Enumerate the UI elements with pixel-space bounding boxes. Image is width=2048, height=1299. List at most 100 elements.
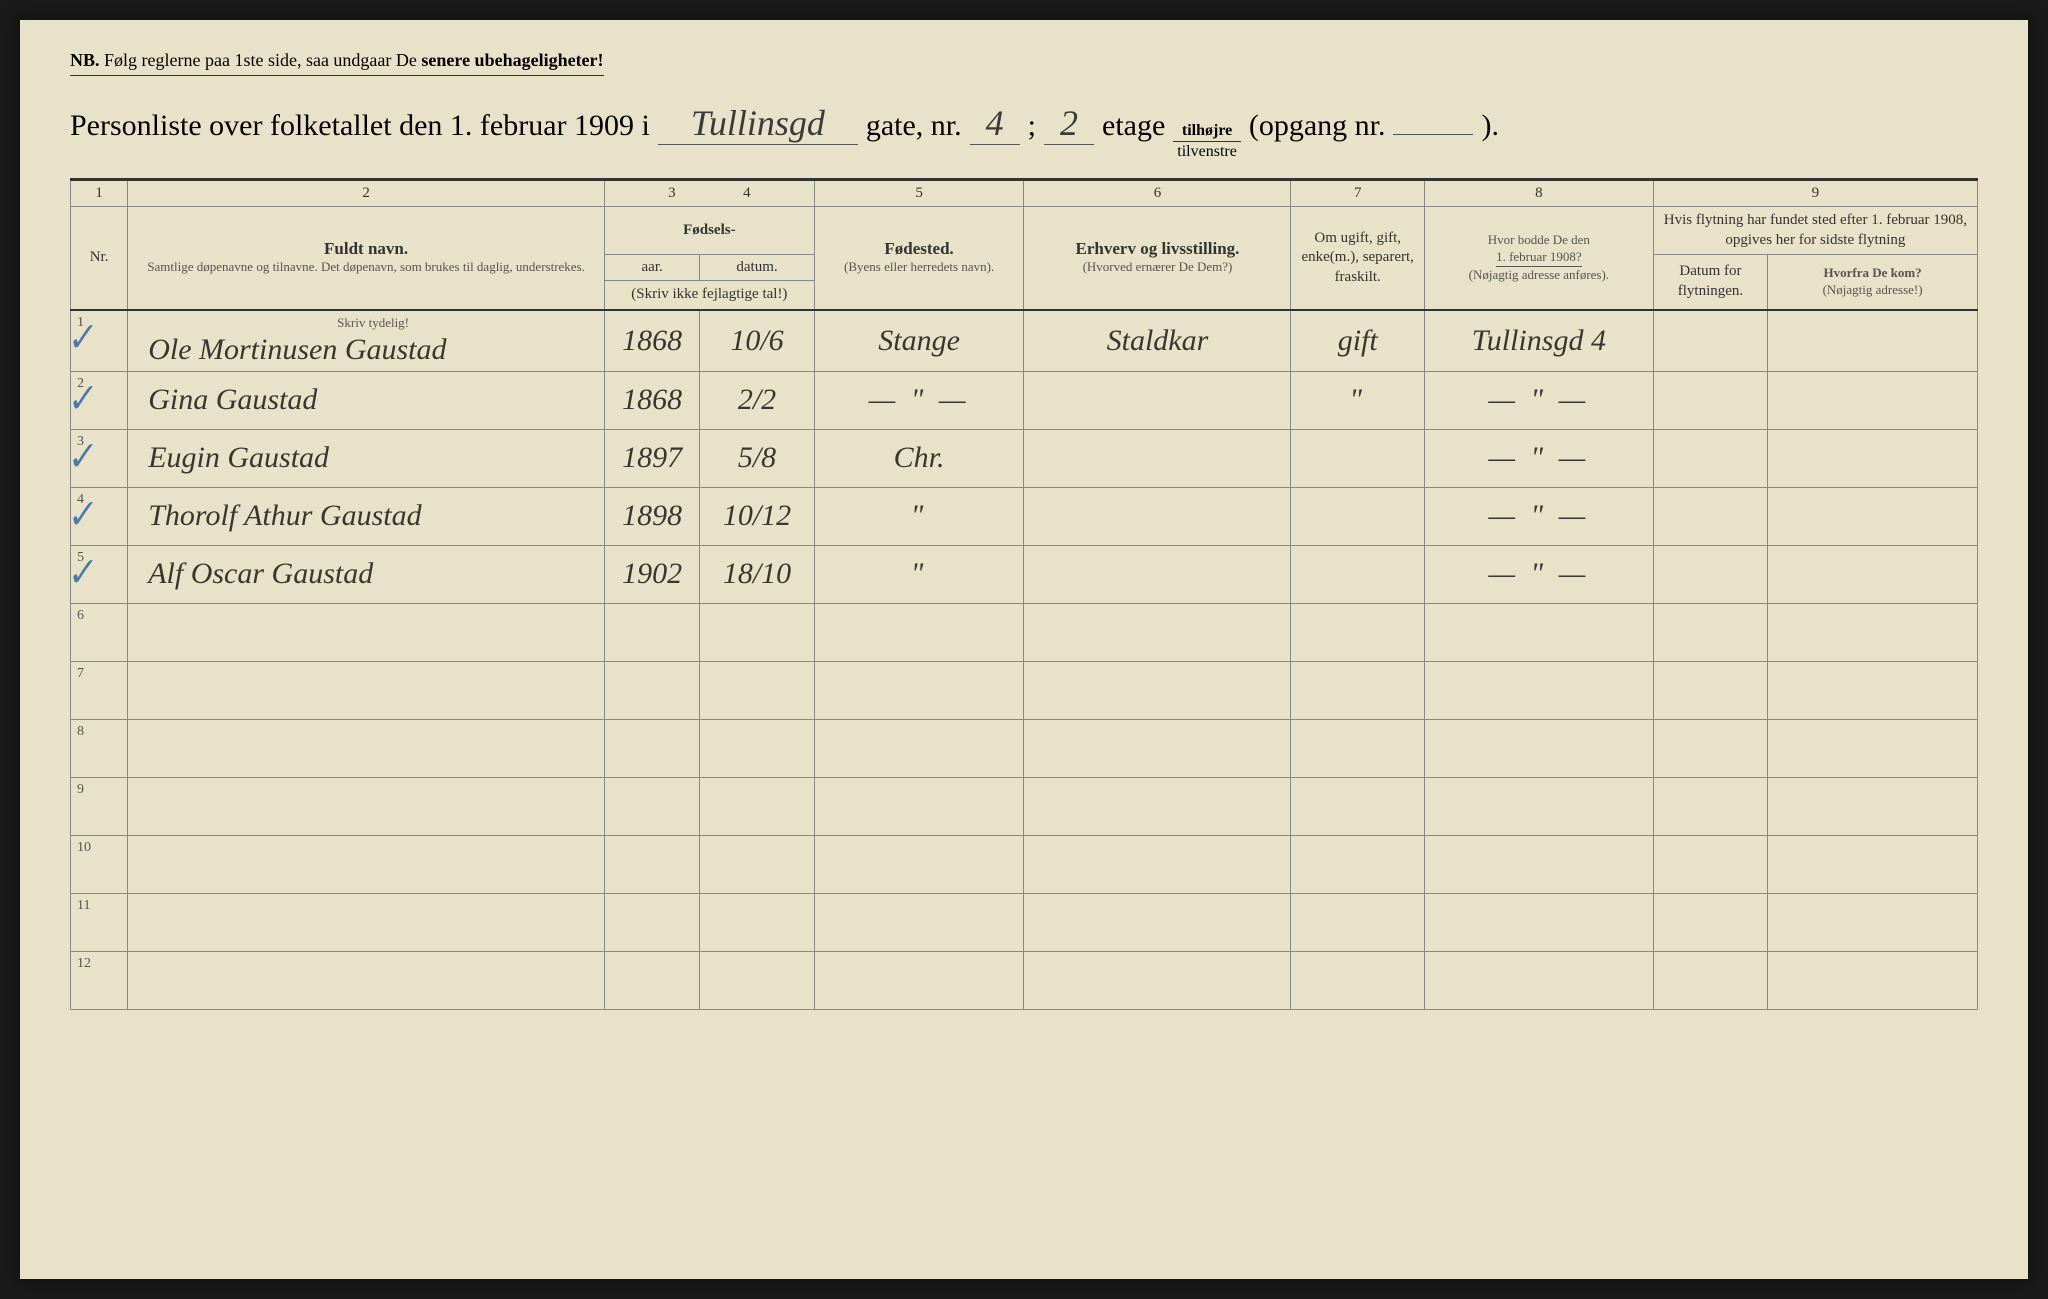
row-bodde [1424,951,1653,1009]
row-status [1291,719,1424,777]
row-datum: 2/2 [700,371,814,429]
row-erhverv [1024,545,1291,603]
row-sted [814,893,1024,951]
row-sted: Stange [814,310,1024,372]
row-nr: ✓2 [71,371,128,429]
table-row: 6 [71,603,1978,661]
row-sted [814,835,1024,893]
skriv-tydelig: Skriv tydelig! [148,315,598,331]
title-line: Personliste over folketallet den 1. febr… [70,102,1978,160]
row-sted: Chr. [814,429,1024,487]
row-datum [700,603,814,661]
table-row: ✓2Gina Gaustad18682/2— " —"— " — [71,371,1978,429]
title-t2: gate, nr. [866,109,962,143]
row-fh [1768,951,1978,1009]
frac-bot: tilvenstre [1173,142,1241,160]
row-nr: 11 [71,893,128,951]
row-erhverv [1024,371,1291,429]
hdr-flyt-top: Hvis flytning har fundet sted efter 1. f… [1653,207,1977,255]
row-nr: 10 [71,835,128,893]
row-datum [700,661,814,719]
hdr-bodde-date: 1. februar 1908? [1496,249,1582,267]
row-bodde: — " — [1424,487,1653,545]
nb-text1: Følg reglerne paa 1ste side, saa undgaar… [104,50,421,70]
hdr-navn-sub: Samtlige døpenavne og tilnavne. Det døpe… [134,259,598,276]
header-row-1: Nr. Fuldt navn. Samtlige døpenavne og ti… [71,207,1978,255]
row-bodde [1424,603,1653,661]
row-sted [814,661,1024,719]
check-mark: ✓ [62,314,99,361]
row-name [128,893,605,951]
row-aar [604,719,699,777]
row-bodde [1424,719,1653,777]
row-aar [604,661,699,719]
row-fd [1653,661,1767,719]
hdr-bodde: Hvor bodde De den 1. februar 1908? (Nøja… [1424,207,1653,310]
row-fd [1653,371,1767,429]
row-bodde: — " — [1424,545,1653,603]
row-nr: 12 [71,951,128,1009]
row-fd [1653,487,1767,545]
row-aar: 1868 [604,371,699,429]
row-datum [700,835,814,893]
etage-nr: 2 [1044,102,1094,145]
row-bodde: — " — [1424,371,1653,429]
hdr-ugift: Om ugift, gift, enke(m.), separert, fras… [1291,207,1424,310]
row-sted: " [814,487,1024,545]
row-fh [1768,310,1978,372]
nb-text2: senere ubehageligheter! [421,50,603,70]
row-datum [700,893,814,951]
row-status [1291,835,1424,893]
hdr-erhverv-sub: (Hvorved ernærer De Dem?) [1030,259,1284,276]
table-row: ✓5Alf Oscar Gaustad190218/10"— " — [71,545,1978,603]
row-sted [814,603,1024,661]
row-status: " [1291,371,1424,429]
row-fh [1768,429,1978,487]
colnum-8: 8 [1424,180,1653,207]
table-row: ✓1Skriv tydelig!Ole Mortinusen Gaustad18… [71,310,1978,372]
row-status [1291,603,1424,661]
table-row: ✓4Thorolf Athur Gaustad189810/12"— " — [71,487,1978,545]
table-head: 1 2 3 4 5 6 7 8 9 Nr. Fuldt navn. Samtli… [71,180,1978,310]
hdr-erhverv-main: Erhverv og livsstilling. [1030,239,1284,259]
nb-prefix: NB. [70,50,100,70]
row-nr: ✓1 [71,310,128,372]
row-nr: ✓4 [71,487,128,545]
hdr-bodde-sub: (Nøjagtig adresse anføres). [1431,267,1647,284]
row-fh [1768,777,1978,835]
row-fh [1768,545,1978,603]
hdr-flyt-datum: Datum for flytningen. [1653,255,1767,310]
row-nr: 8 [71,719,128,777]
hdr-navn: Fuldt navn. Samtlige døpenavne og tilnav… [128,207,605,310]
table-row: 7 [71,661,1978,719]
row-name: Skriv tydelig!Ole Mortinusen Gaustad [128,310,605,372]
row-name [128,951,605,1009]
frac-top: tilhøjre [1173,123,1241,142]
hdr-fodested-sub: (Byens eller herredets navn). [821,259,1018,276]
hdr-fodested: Fødested. (Byens eller herredets navn). [814,207,1024,310]
colnum-34: 3 4 [604,180,814,207]
row-nr: ✓5 [71,545,128,603]
row-fh [1768,661,1978,719]
hdr-fodsels-sub: (Skriv ikke fejlagtige tal!) [604,281,814,310]
row-erhverv [1024,893,1291,951]
row-erhverv [1024,835,1291,893]
row-fd [1653,777,1767,835]
hdr-fodested-main: Fødested. [821,239,1018,259]
row-aar [604,951,699,1009]
row-status [1291,661,1424,719]
hdr-datum: datum. [700,255,814,281]
row-datum: 5/8 [700,429,814,487]
row-erhverv [1024,951,1291,1009]
row-fh [1768,719,1978,777]
row-fd [1653,603,1767,661]
row-datum: 10/6 [700,310,814,372]
row-sted [814,719,1024,777]
table-row: 8 [71,719,1978,777]
row-nr: ✓3 [71,429,128,487]
row-nr: 9 [71,777,128,835]
row-erhverv [1024,487,1291,545]
colnum-row: 1 2 3 4 5 6 7 8 9 [71,180,1978,207]
row-bodde [1424,893,1653,951]
row-bodde [1424,777,1653,835]
